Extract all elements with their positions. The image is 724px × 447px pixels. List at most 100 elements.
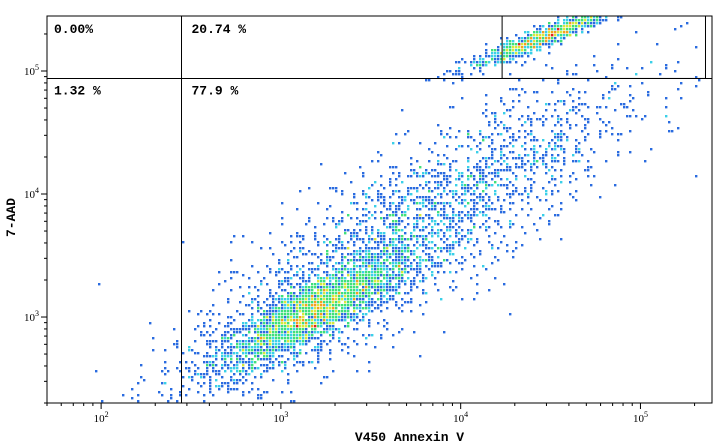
event-dot xyxy=(527,178,530,181)
event-dot xyxy=(203,376,206,379)
event-dot xyxy=(224,337,227,340)
event-dot xyxy=(485,49,488,52)
event-dot xyxy=(398,208,401,211)
event-dot xyxy=(401,274,404,277)
event-dot xyxy=(575,112,578,115)
event-dot xyxy=(230,277,233,280)
event-dot xyxy=(326,253,329,256)
event-dot xyxy=(518,130,521,133)
event-dot xyxy=(284,334,287,337)
event-dot xyxy=(491,139,494,142)
event-dot xyxy=(554,145,557,148)
event-dot xyxy=(398,202,401,205)
event-dot xyxy=(605,160,608,163)
event-dot xyxy=(338,304,341,307)
quadrant-label-lower-right: 77.9 % xyxy=(192,83,239,98)
event-dot xyxy=(635,31,638,34)
event-dot xyxy=(545,199,548,202)
event-dot xyxy=(269,322,272,325)
event-dot xyxy=(530,169,533,172)
event-dot xyxy=(287,346,290,349)
event-dot xyxy=(230,334,233,337)
event-dot xyxy=(344,229,347,232)
event-dot xyxy=(395,223,398,226)
event-dot xyxy=(392,166,395,169)
event-dot xyxy=(326,301,329,304)
event-dot xyxy=(326,292,329,295)
event-dot xyxy=(536,40,539,43)
event-dot xyxy=(578,148,581,151)
event-dot xyxy=(431,217,434,220)
event-dot xyxy=(305,298,308,301)
event-dot xyxy=(335,328,338,331)
event-dot xyxy=(305,319,308,322)
event-dot xyxy=(491,133,494,136)
event-dot xyxy=(527,214,530,217)
event-dot xyxy=(449,250,452,253)
event-dot xyxy=(578,151,581,154)
event-dot xyxy=(434,277,437,280)
event-dot xyxy=(578,160,581,163)
event-dot xyxy=(203,382,206,385)
event-dot xyxy=(452,289,455,292)
event-dot xyxy=(473,208,476,211)
event-dot xyxy=(248,352,251,355)
event-dot xyxy=(299,352,302,355)
event-dot xyxy=(233,331,236,334)
event-dot xyxy=(461,73,464,76)
event-dot xyxy=(299,340,302,343)
event-dot xyxy=(299,268,302,271)
event-dot xyxy=(215,355,218,358)
event-dot xyxy=(368,250,371,253)
event-dot xyxy=(341,310,344,313)
event-dot xyxy=(404,238,407,241)
event-dot xyxy=(365,277,368,280)
event-dot xyxy=(338,331,341,334)
event-dot xyxy=(545,43,548,46)
event-dot xyxy=(380,196,383,199)
event-dot xyxy=(461,256,464,259)
event-dot xyxy=(551,67,554,70)
event-dot xyxy=(182,352,185,355)
event-dot xyxy=(524,142,527,145)
event-dot xyxy=(383,262,386,265)
event-dot xyxy=(518,157,521,160)
event-dot xyxy=(326,256,329,259)
event-dot xyxy=(629,85,632,88)
event-dot xyxy=(452,244,455,247)
event-dot xyxy=(548,22,551,25)
event-dot xyxy=(494,172,497,175)
event-dot xyxy=(347,295,350,298)
event-dot xyxy=(518,166,521,169)
event-dot xyxy=(386,217,389,220)
event-dot xyxy=(422,202,425,205)
event-dot xyxy=(248,361,251,364)
event-dot xyxy=(305,334,308,337)
event-dot xyxy=(320,253,323,256)
event-dot xyxy=(347,307,350,310)
x-tick-label: 104 xyxy=(453,410,468,425)
event-dot xyxy=(443,79,446,82)
event-dot xyxy=(545,166,548,169)
x-tick-base: 10 xyxy=(273,413,285,425)
event-dot xyxy=(386,322,389,325)
event-dot xyxy=(560,34,563,37)
event-dot xyxy=(269,247,272,250)
event-dot xyxy=(272,253,275,256)
event-dot xyxy=(479,160,482,163)
event-dot xyxy=(383,196,386,199)
event-dot xyxy=(530,133,533,136)
event-dot xyxy=(377,259,380,262)
event-dot xyxy=(482,205,485,208)
event-dot xyxy=(218,370,221,373)
event-dot xyxy=(596,16,599,19)
gate-rectangle[interactable] xyxy=(501,15,706,79)
event-dot xyxy=(554,160,557,163)
event-dot xyxy=(299,295,302,298)
event-dot xyxy=(383,283,386,286)
event-dot xyxy=(407,265,410,268)
event-dot xyxy=(182,376,185,379)
event-dot xyxy=(449,175,452,178)
event-dot xyxy=(200,310,203,313)
event-dot xyxy=(212,289,215,292)
